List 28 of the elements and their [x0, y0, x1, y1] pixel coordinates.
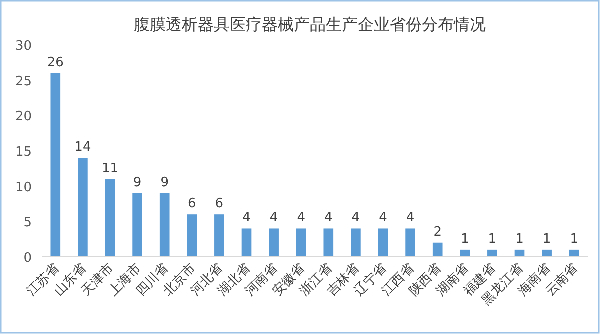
y-tick-label: 30	[15, 39, 32, 54]
data-label: 9	[133, 175, 142, 190]
data-label: 9	[160, 175, 169, 190]
data-label: 4	[270, 210, 278, 226]
y-tick-label: 0	[24, 251, 32, 266]
y-tick-label: 20	[15, 110, 32, 125]
y-tick-label: 15	[15, 145, 32, 160]
y-tick-label: 10	[15, 180, 32, 196]
data-label: 1	[542, 232, 552, 247]
data-label: 1	[488, 232, 497, 247]
data-label: 14	[74, 140, 92, 156]
data-label: 6	[215, 196, 224, 212]
data-label: 4	[242, 210, 251, 226]
data-label: 6	[188, 196, 196, 212]
title: 腹膜透析器具医疗器械产品生产企业省份分布情况	[134, 15, 486, 34]
data-label: 2	[434, 224, 442, 240]
data-label: 4	[352, 210, 360, 226]
data-label: 11	[102, 161, 119, 176]
y-tick-label: 5	[24, 216, 32, 231]
data-label: 1	[516, 232, 524, 247]
data-label: 26	[47, 55, 64, 70]
y-tick-label: 25	[15, 74, 32, 90]
data-label: 4	[379, 210, 388, 226]
data-label: 4	[297, 210, 306, 226]
data-label: 4	[406, 210, 415, 226]
data-label: 1	[570, 232, 578, 247]
data-label: 1	[461, 232, 470, 247]
data-label: 4	[324, 210, 333, 226]
